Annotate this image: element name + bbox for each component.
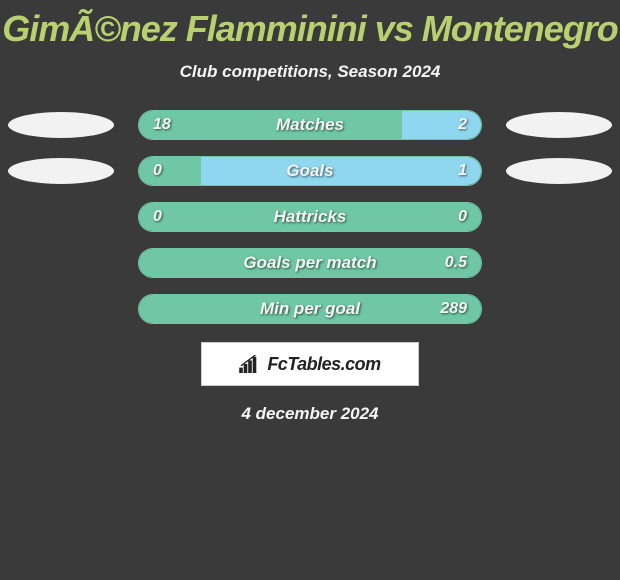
stat-row: Matches 18 2 — [0, 110, 620, 140]
stats-list: Matches 18 2 Goals 0 1 Hattricks 0 0 Goals per ma… — [0, 110, 620, 324]
chart-icon — [239, 355, 261, 373]
page-subtitle: Club competitions, Season 2024 — [180, 62, 441, 82]
logo-placeholder — [8, 204, 114, 230]
logo-placeholder — [506, 250, 612, 276]
team-logo-left — [8, 112, 114, 138]
bar-segment-right — [201, 157, 481, 185]
logo-placeholder — [506, 204, 612, 230]
brand-text: FcTables.com — [267, 354, 380, 375]
stat-bar: Hattricks 0 0 — [138, 202, 482, 232]
stat-value-left: 18 — [153, 116, 171, 134]
logo-placeholder — [8, 250, 114, 276]
stat-value-right: 2 — [458, 116, 467, 134]
stat-row: Min per goal 289 — [0, 294, 620, 324]
stat-label: Min per goal — [260, 299, 360, 319]
stat-label: Goals — [286, 161, 333, 181]
bar-segment-left — [139, 111, 402, 139]
stat-row: Hattricks 0 0 — [0, 202, 620, 232]
stat-row: Goals per match 0.5 — [0, 248, 620, 278]
bar-segment-left — [139, 157, 201, 185]
comparison-widget: GimÃ©nez Flamminini vs Montenegro Club c… — [0, 0, 620, 580]
team-logo-left — [8, 158, 114, 184]
stat-label: Goals per match — [243, 253, 376, 273]
stat-label: Hattricks — [274, 207, 347, 227]
stat-value-left: 0 — [153, 208, 162, 226]
branding-box[interactable]: FcTables.com — [201, 342, 419, 386]
stat-bar: Goals per match 0.5 — [138, 248, 482, 278]
stat-row: Goals 0 1 — [0, 156, 620, 186]
stat-value-left: 0 — [153, 162, 162, 180]
stat-bar: Min per goal 289 — [138, 294, 482, 324]
stat-bar: Matches 18 2 — [138, 110, 482, 140]
team-logo-right — [506, 158, 612, 184]
logo-placeholder — [8, 296, 114, 322]
team-logo-right — [506, 112, 612, 138]
stat-value-right: 0.5 — [445, 254, 467, 272]
stat-label: Matches — [276, 115, 344, 135]
stat-value-right: 289 — [440, 300, 467, 318]
stat-value-right: 0 — [458, 208, 467, 226]
page-title: GimÃ©nez Flamminini vs Montenegro — [2, 8, 618, 50]
logo-placeholder — [506, 296, 612, 322]
stat-bar: Goals 0 1 — [138, 156, 482, 186]
date-label: 4 december 2024 — [241, 404, 378, 424]
stat-value-right: 1 — [458, 162, 467, 180]
bar-segment-right — [402, 111, 481, 139]
